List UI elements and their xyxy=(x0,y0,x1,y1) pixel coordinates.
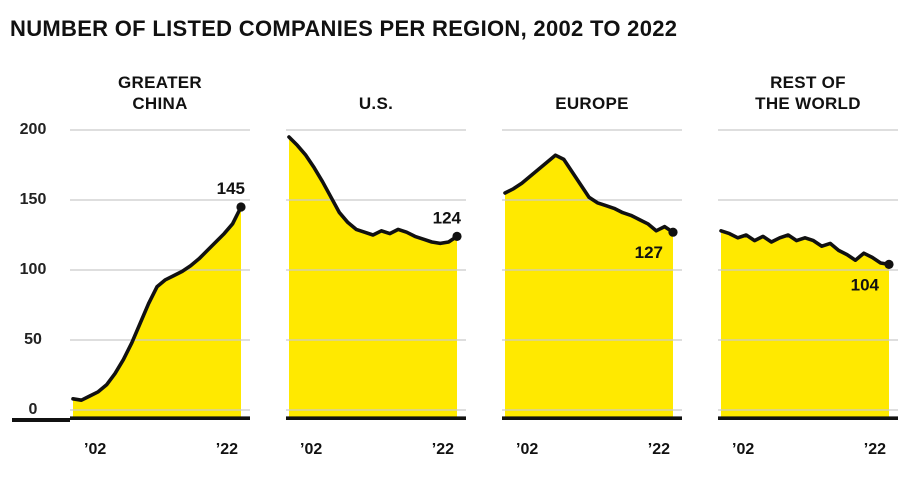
end-value-label: 104 xyxy=(851,275,880,294)
end-value-label: 124 xyxy=(433,208,462,227)
area-chart-greater-china: 145 xyxy=(70,129,250,420)
y-tick-200: 200 xyxy=(19,121,47,138)
y-axis-spacer xyxy=(8,64,70,120)
y-tick-0: 0 xyxy=(28,401,38,418)
end-value-label: 127 xyxy=(635,243,663,262)
x-label-end: ’22 xyxy=(863,441,886,458)
x-label-end: ’22 xyxy=(647,441,670,458)
baseline-segment xyxy=(12,418,70,422)
end-point-dot xyxy=(668,227,678,237)
y-tick-50: 50 xyxy=(24,331,42,348)
x-axis-labels: ’02 ’22 xyxy=(718,441,898,459)
end-point-dot xyxy=(884,259,894,269)
chart-title: NUMBER OF LISTED COMPANIES PER REGION, 2… xyxy=(10,16,678,41)
small-multiples-chart: 200 150 100 50 0 GREATER CHINA 145 ’02 ’… xyxy=(8,64,898,459)
end-value-label: 145 xyxy=(217,179,245,198)
x-label-end: ’22 xyxy=(431,441,454,458)
y-axis-ticks: 200 150 100 50 0 xyxy=(8,120,70,436)
panel-europe: EUROPE 127 ’02 ’22 xyxy=(502,64,682,459)
area-chart-us: 124 xyxy=(286,129,466,420)
panel-title-rest-of-world: REST OF THE WORLD xyxy=(755,72,861,113)
panel-greater-china: GREATER CHINA 145 ’02 ’22 xyxy=(70,64,250,459)
page: NUMBER OF LISTED COMPANIES PER REGION, 2… xyxy=(8,16,898,459)
x-label-start: ’02 xyxy=(84,441,107,458)
area-chart-rest-of-world: 104 xyxy=(718,129,898,420)
end-point-dot xyxy=(236,202,246,212)
x-label-end: ’22 xyxy=(215,441,238,458)
panel-title-europe: EUROPE xyxy=(555,93,629,113)
x-label-start: ’02 xyxy=(732,441,755,458)
panel-title-greater-china: GREATER CHINA xyxy=(118,72,202,113)
panel-us: U.S. 124 ’02 ’22 xyxy=(286,64,466,459)
end-point-dot xyxy=(452,231,462,241)
panel-title-us: U.S. xyxy=(358,93,394,113)
x-label-start: ’02 xyxy=(300,441,323,458)
y-axis: 200 150 100 50 0 xyxy=(8,64,70,436)
area-chart-europe: 127 xyxy=(502,129,682,420)
y-tick-150: 150 xyxy=(19,191,47,208)
panel-rest-of-world: REST OF THE WORLD 104 ’02 ’22 xyxy=(718,64,898,459)
x-axis-labels: ’02 ’22 xyxy=(70,441,250,459)
x-axis-labels: ’02 ’22 xyxy=(286,441,466,459)
x-axis-labels: ’02 ’22 xyxy=(502,441,682,459)
x-label-start: ’02 xyxy=(516,441,539,458)
y-tick-100: 100 xyxy=(19,261,47,278)
